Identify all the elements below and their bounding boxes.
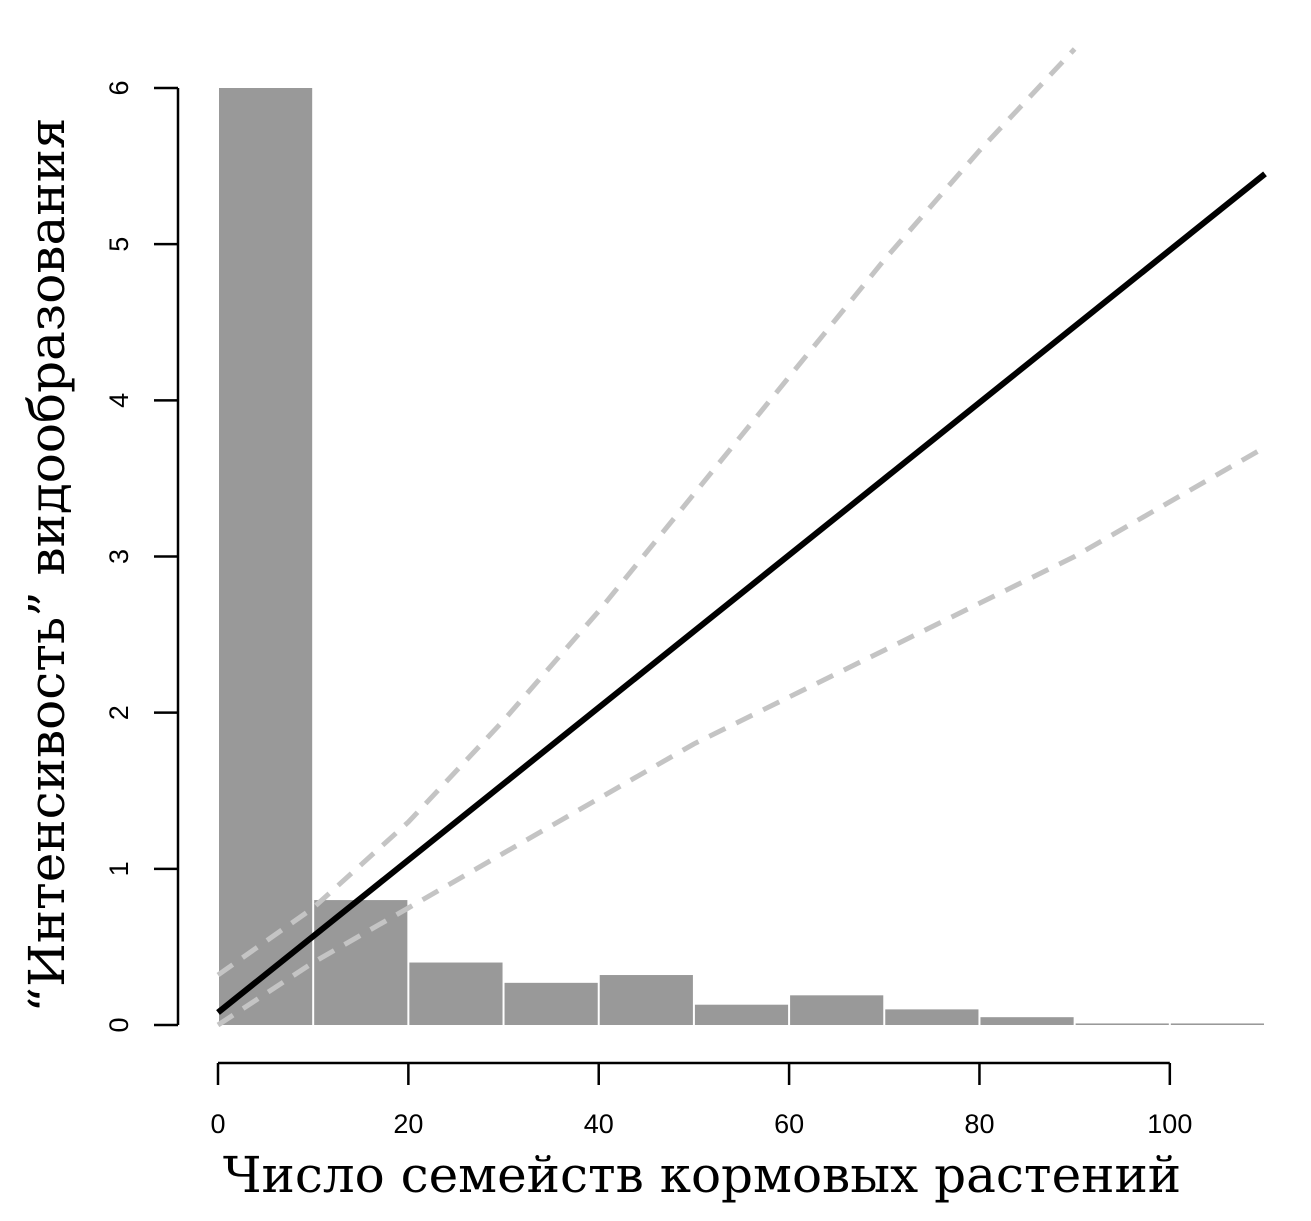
y-tick-label-1: 1 [104, 861, 134, 876]
y-axis: 0 1 2 3 4 5 6 [104, 80, 180, 1033]
histogram-bar-0 [219, 88, 313, 1025]
y-axis-title: “Интенсивость” видообразования [18, 118, 76, 1013]
y-tick-label-2: 2 [104, 705, 134, 720]
x-tick-label-80: 80 [964, 1109, 994, 1139]
dashed-line-1 [216, 47, 1077, 978]
y-tick-label-3: 3 [104, 549, 134, 564]
x-tick-label-40: 40 [584, 1109, 614, 1139]
x-axis: 0 20 40 60 80 100 [210, 1061, 1192, 1139]
histogram-bar-8 [980, 1017, 1074, 1025]
bars-layer [219, 88, 1264, 1025]
dashed-line-2 [216, 445, 1267, 1028]
y-tick-label-5: 5 [104, 237, 134, 252]
x-tick-label-60: 60 [774, 1109, 804, 1139]
histogram-bar-3 [504, 982, 598, 1025]
histogram-bar-10 [1170, 1023, 1264, 1025]
histogram-bar-6 [790, 995, 884, 1025]
x-tick-label-0: 0 [210, 1109, 225, 1139]
x-tick-label-100: 100 [1147, 1109, 1192, 1139]
lines-layer [216, 47, 1267, 1028]
histogram-bar-9 [1075, 1023, 1169, 1025]
y-tick-label-6: 6 [104, 80, 134, 95]
histogram-bar-5 [694, 1004, 789, 1025]
histogram-bar-4 [599, 975, 693, 1025]
y-tick-label-0: 0 [104, 1017, 134, 1032]
x-tick-label-20: 20 [393, 1109, 423, 1139]
histogram-bar-7 [885, 1009, 979, 1025]
regression-line-0 [216, 171, 1267, 1015]
x-axis-title: Число семейств кормовых растений [223, 1146, 1181, 1204]
y-tick-label-4: 4 [104, 393, 134, 408]
histogram-bar-1 [314, 900, 408, 1025]
histogram-bar-2 [409, 962, 503, 1025]
